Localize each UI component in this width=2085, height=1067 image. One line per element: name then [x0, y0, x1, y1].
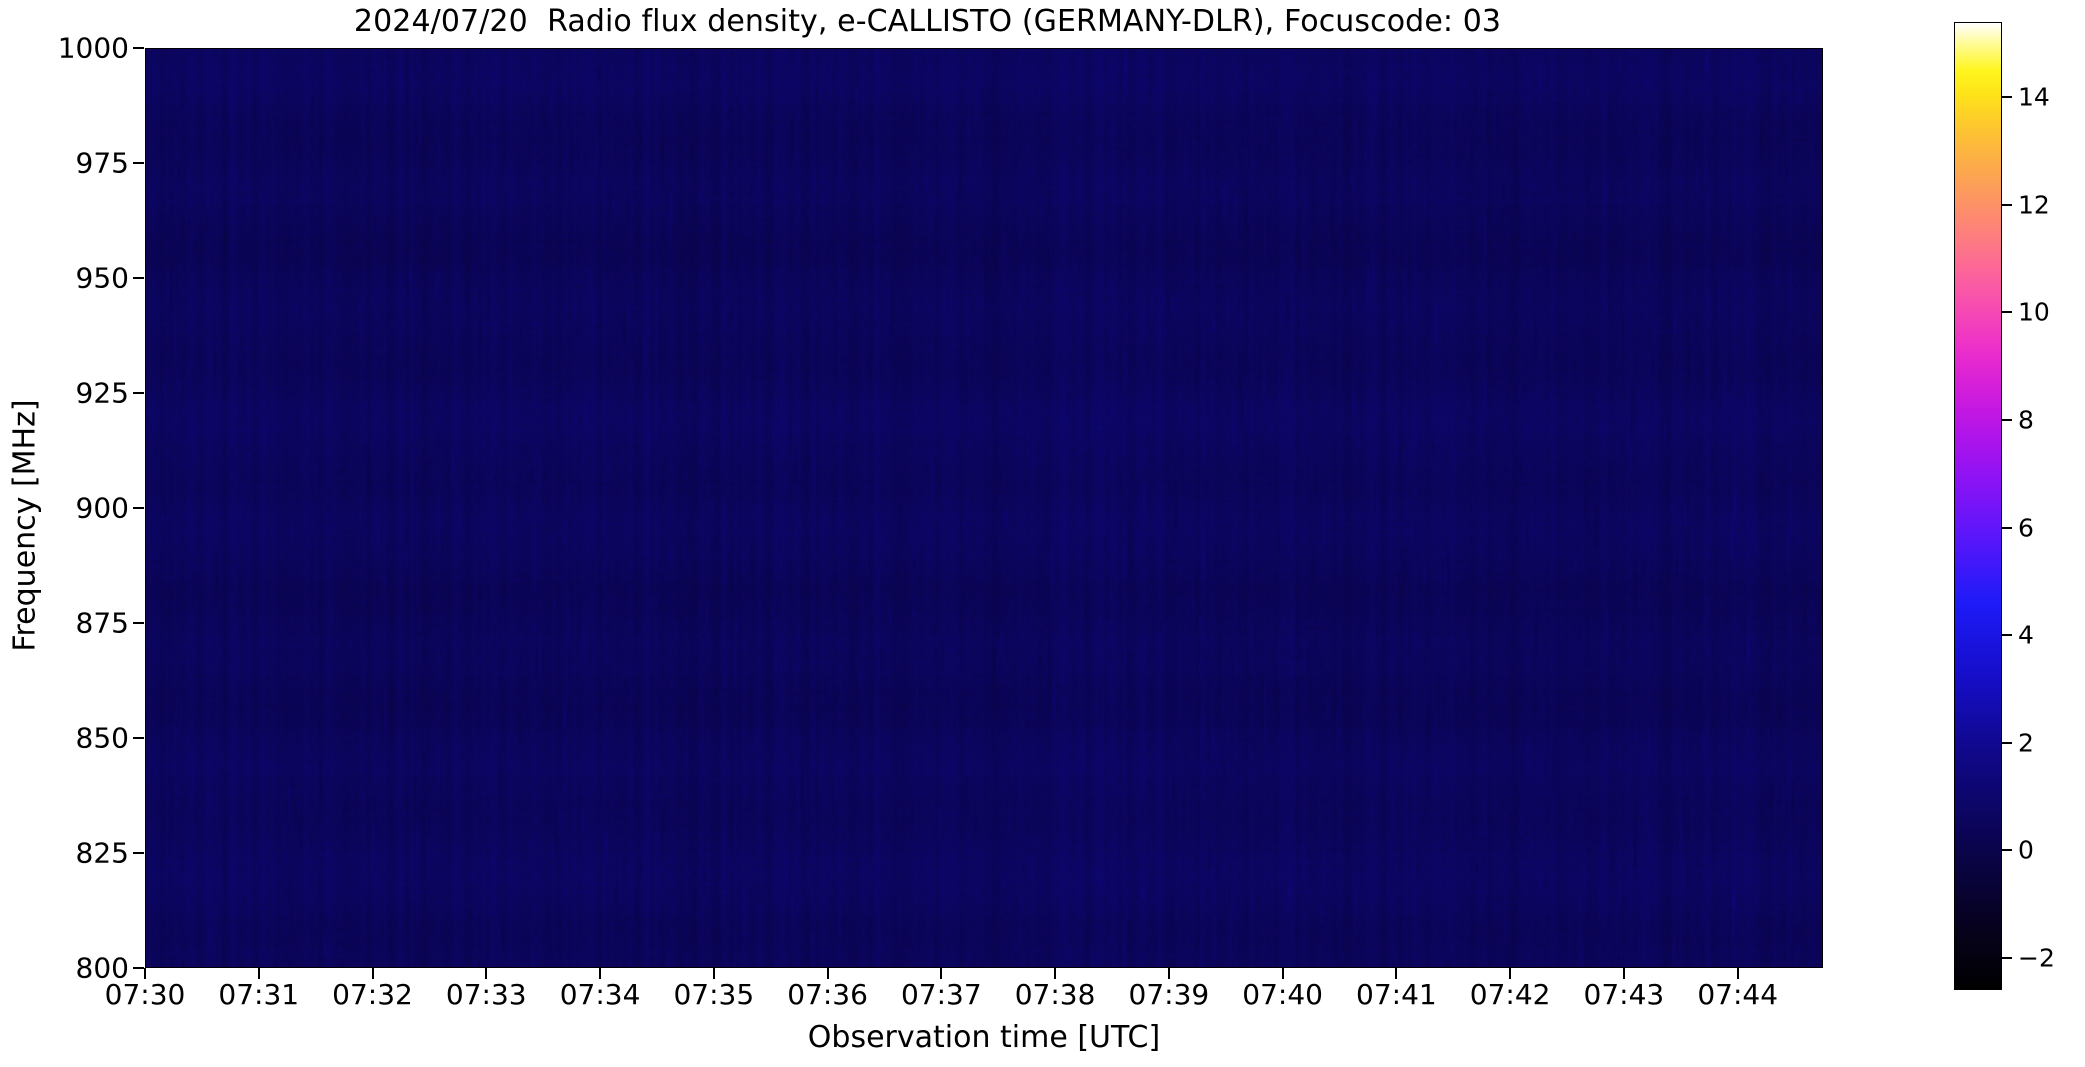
x-tick-label: 07:34: [559, 978, 641, 1011]
x-tick-mark: [1395, 968, 1398, 979]
x-tick-label: 07:43: [1583, 978, 1665, 1011]
colorbar[interactable]: [1954, 22, 2002, 990]
x-axis-label: Observation time [UTC]: [807, 1020, 1161, 1055]
y-tick-mark: [133, 162, 144, 164]
colorbar-tick-mark: [2002, 203, 2012, 206]
x-tick-label: 07:32: [332, 978, 413, 1011]
x-tick-label: 07:44: [1697, 978, 1779, 1011]
colorbar-tick-mark: [2002, 956, 2012, 959]
x-tick-label: 07:35: [673, 978, 755, 1011]
spectrogram-image: [146, 49, 1822, 967]
colorbar-tick-mark: [2002, 311, 2012, 314]
spectrogram-axes[interactable]: [145, 48, 1823, 968]
y-tick-mark: [133, 392, 144, 394]
colorbar-tick-label: 8: [2018, 405, 2034, 435]
colorbar-tick-label: −2: [2018, 943, 2055, 973]
colorbar-tick-label: 2: [2018, 728, 2034, 758]
colorbar-tick-label: 12: [2018, 190, 2050, 220]
x-tick-mark: [1167, 968, 1170, 979]
x-tick-mark: [371, 968, 374, 979]
x-tick-mark: [1281, 968, 1284, 979]
y-tick-label: 850: [75, 721, 129, 755]
y-tick-label: 825: [75, 836, 129, 870]
colorbar-tick-label: 4: [2018, 620, 2034, 650]
x-tick-mark: [257, 968, 260, 979]
x-tick-label: 07:38: [1014, 978, 1096, 1011]
y-tick-label: 1000: [57, 31, 129, 65]
colorbar-tick-mark: [2002, 418, 2012, 421]
x-tick-label: 07:42: [1469, 978, 1551, 1011]
x-tick-label: 07:31: [218, 978, 300, 1011]
x-tick-mark: [1054, 968, 1057, 979]
colorbar-tick-mark: [2002, 849, 2012, 852]
colorbar-tick-mark: [2002, 526, 2012, 529]
y-tick-mark: [133, 507, 144, 509]
y-tick-label: 875: [75, 606, 129, 640]
x-tick-mark: [712, 968, 715, 979]
y-tick-mark: [133, 852, 144, 854]
colorbar-tick-label: 10: [2018, 297, 2050, 327]
y-tick-label: 950: [75, 261, 129, 295]
x-tick-label: 07:40: [1242, 978, 1323, 1011]
x-tick-label: 07:39: [1128, 978, 1210, 1011]
y-tick-mark: [133, 277, 144, 279]
y-tick-mark: [133, 622, 144, 624]
x-tick-mark: [1622, 968, 1625, 979]
x-tick-label: 07:33: [445, 978, 527, 1011]
y-tick-mark: [133, 967, 144, 969]
y-tick-mark: [133, 737, 144, 739]
x-tick-mark: [599, 968, 602, 979]
colorbar-tick-label: 6: [2018, 513, 2034, 542]
colorbar-tick-mark: [2002, 634, 2012, 637]
y-tick-mark: [133, 47, 144, 49]
x-tick-label: 07:37: [900, 978, 982, 1011]
y-tick-label: 800: [75, 951, 129, 985]
colorbar-tick-label: 0: [2018, 835, 2034, 865]
colorbar-tick-label: 14: [2018, 82, 2050, 112]
x-tick-label: 07:30: [104, 978, 186, 1011]
x-tick-mark: [1509, 968, 1512, 979]
x-tick-mark: [1736, 968, 1739, 979]
x-tick-mark: [940, 968, 943, 979]
x-tick-mark: [485, 968, 488, 979]
colorbar-tick-mark: [2002, 96, 2012, 99]
y-tick-label: 900: [75, 491, 129, 525]
colorbar-tick-mark: [2002, 741, 2012, 744]
colorbar-gradient: [1955, 23, 2001, 989]
page-title: 2024/07/20 Radio flux density, e-CALLIST…: [353, 4, 1502, 39]
y-tick-label: 975: [75, 146, 129, 180]
x-tick-mark: [826, 968, 829, 979]
x-tick-mark: [144, 968, 146, 979]
x-tick-label: 07:36: [787, 978, 868, 1011]
x-tick-label: 07:41: [1356, 978, 1437, 1011]
y-axis-label: Frequency [MHz]: [7, 399, 43, 652]
y-tick-label: 925: [75, 376, 129, 410]
